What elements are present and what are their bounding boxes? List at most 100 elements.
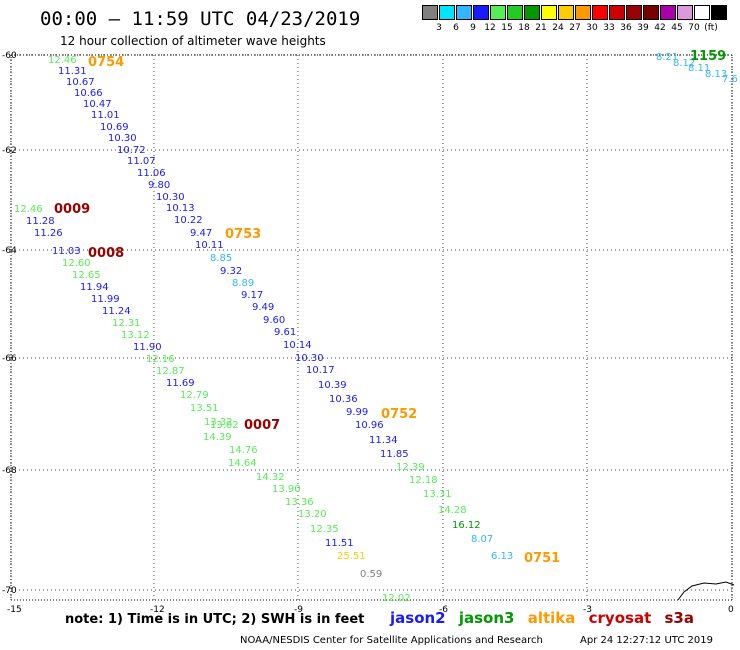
wave-height-value: 12.39	[396, 462, 425, 473]
wave-height-value: 9.47	[190, 228, 212, 239]
longitude-label: -15	[7, 605, 22, 615]
pass-time-label: 0007	[244, 418, 280, 433]
pass-time-label: 0754	[88, 55, 124, 70]
latitude-label: -64	[2, 246, 17, 256]
legend-label: 42	[654, 23, 666, 33]
wave-height-value: 11.06	[137, 168, 166, 179]
longitude-label: -3	[583, 605, 592, 615]
wave-height-value: 8.12	[673, 58, 695, 69]
wave-height-value: 13.36	[285, 497, 314, 508]
legend-label: 15	[501, 23, 513, 33]
wave-height-value: 10.13	[166, 203, 195, 214]
pass-time-labels: 0754 1159 0009 0008 0753 0007 0752 0751	[54, 49, 726, 566]
observation-labels: 12.4611.3110.6710.6610.4711.0110.6910.30…	[14, 52, 738, 604]
legend-label: 24	[552, 23, 564, 33]
wave-height-value: 10.30	[108, 133, 137, 144]
wave-height-value: 14.76	[229, 445, 258, 456]
wave-height-value: 11.51	[325, 538, 354, 549]
latitude-label: -66	[2, 354, 17, 364]
legend-swatch	[524, 5, 540, 20]
satellite-cryosat: cryosat	[588, 609, 652, 627]
wave-height-value: 8.11	[688, 63, 710, 74]
wave-height-value: 13.51	[190, 403, 219, 414]
wave-height-value: 12.02	[382, 593, 411, 604]
pass-time-label: 0752	[381, 407, 417, 422]
wave-height-value: 13.32	[204, 417, 233, 428]
latitude-label: -70	[2, 586, 17, 596]
latitude-label: -60	[2, 51, 17, 61]
page-title: 00:00 — 11:59 UTC 04/23/2019	[40, 8, 361, 30]
wave-height-value: 11.28	[26, 216, 55, 227]
longitude-label: 0	[728, 605, 734, 615]
wave-height-value: 9.32	[220, 266, 242, 277]
legend-label: 12	[484, 23, 496, 33]
legend-swatch	[473, 5, 489, 20]
wave-height-value: 10.14	[283, 340, 312, 351]
wave-height-value: 6.13	[491, 551, 513, 562]
wave-height-value: 10.67	[66, 77, 95, 88]
wave-height-value: 9.49	[252, 302, 274, 313]
longitude-label: -12	[150, 605, 165, 615]
page-subtitle: 12 hour collection of altimeter wave hei…	[60, 34, 326, 48]
wave-height-value: 12.60	[62, 258, 91, 269]
legend-swatch	[575, 5, 591, 20]
legend-swatch	[609, 5, 625, 20]
longitude-label: -9	[294, 605, 303, 615]
legend-swatch	[439, 5, 455, 20]
wave-height-value: 8.85	[210, 253, 232, 264]
wave-height-value: 12.46	[14, 204, 43, 215]
satellite-altika: altika	[527, 609, 576, 627]
legend-label: 9	[470, 23, 476, 33]
legend-swatch	[422, 5, 438, 20]
legend-label: 18	[518, 23, 530, 33]
pass-time-label: 0751	[524, 551, 560, 566]
legend-label: 3	[436, 23, 442, 33]
wave-height-value: 10.69	[100, 122, 129, 133]
wave-height-value: 14.32	[256, 472, 285, 483]
legend-swatch	[541, 5, 557, 20]
wave-height-value: 11.01	[91, 110, 120, 121]
wave-height-value: 10.17	[306, 365, 335, 376]
wave-height-value: 9.99	[346, 407, 368, 418]
pass-time-label: 1159	[690, 49, 726, 64]
wave-height-value: 11.85	[380, 449, 409, 460]
wave-height-value: 11.03	[52, 246, 81, 257]
legend-swatch	[711, 5, 727, 20]
legend-label: 6	[453, 23, 459, 33]
wave-height-value: 11.99	[91, 294, 120, 305]
wave-height-value: 10.66	[74, 88, 103, 99]
wave-height-value: 10.22	[174, 215, 203, 226]
wave-height-value: 12.87	[156, 366, 185, 377]
wave-height-value: 11.31	[58, 66, 87, 77]
units-note: note: 1) Time is in UTC; 2) SWH is in fe…	[65, 612, 365, 627]
wave-height-value: 10.11	[195, 240, 224, 251]
wave-height-value: 8.89	[232, 278, 254, 289]
wave-height-value: 10.36	[329, 394, 358, 405]
legend-swatch	[677, 5, 693, 20]
legend-swatch	[660, 5, 676, 20]
wave-height-value: 12.46	[48, 55, 77, 66]
legend-label: 33	[603, 23, 615, 33]
legend-swatch	[490, 5, 506, 20]
legend-swatch	[694, 5, 710, 20]
wave-height-value: 9.60	[263, 315, 285, 326]
wave-height-value: 12.65	[72, 270, 101, 281]
wave-height-value: 8.13	[705, 69, 727, 80]
credit-text: NOAA/NESDIS Center for Satellite Applica…	[240, 635, 543, 646]
wave-height-value: 12.31	[112, 318, 141, 329]
wave-height-value: 12.16	[146, 354, 175, 365]
satellite-legend: jason2 jason3 altika cryosat s3a	[390, 609, 702, 627]
coastline	[677, 581, 735, 601]
legend-label: 45	[671, 23, 683, 33]
pass-time-label: 0753	[225, 227, 261, 242]
legend-swatch	[456, 5, 472, 20]
legend-swatch	[643, 5, 659, 20]
wave-height-value: 13.31	[423, 489, 452, 500]
wave-height-value: 25.51	[337, 551, 366, 562]
legend-label: 70	[688, 23, 700, 33]
wave-height-value: 12.79	[180, 390, 209, 401]
wave-height-value: 7.6	[722, 74, 738, 85]
color-scale-legend: 3 6 9 12 15 18 21 24 27 30 33 36 39 42 45 70 (ft)	[422, 5, 728, 35]
legend-swatch	[558, 5, 574, 20]
